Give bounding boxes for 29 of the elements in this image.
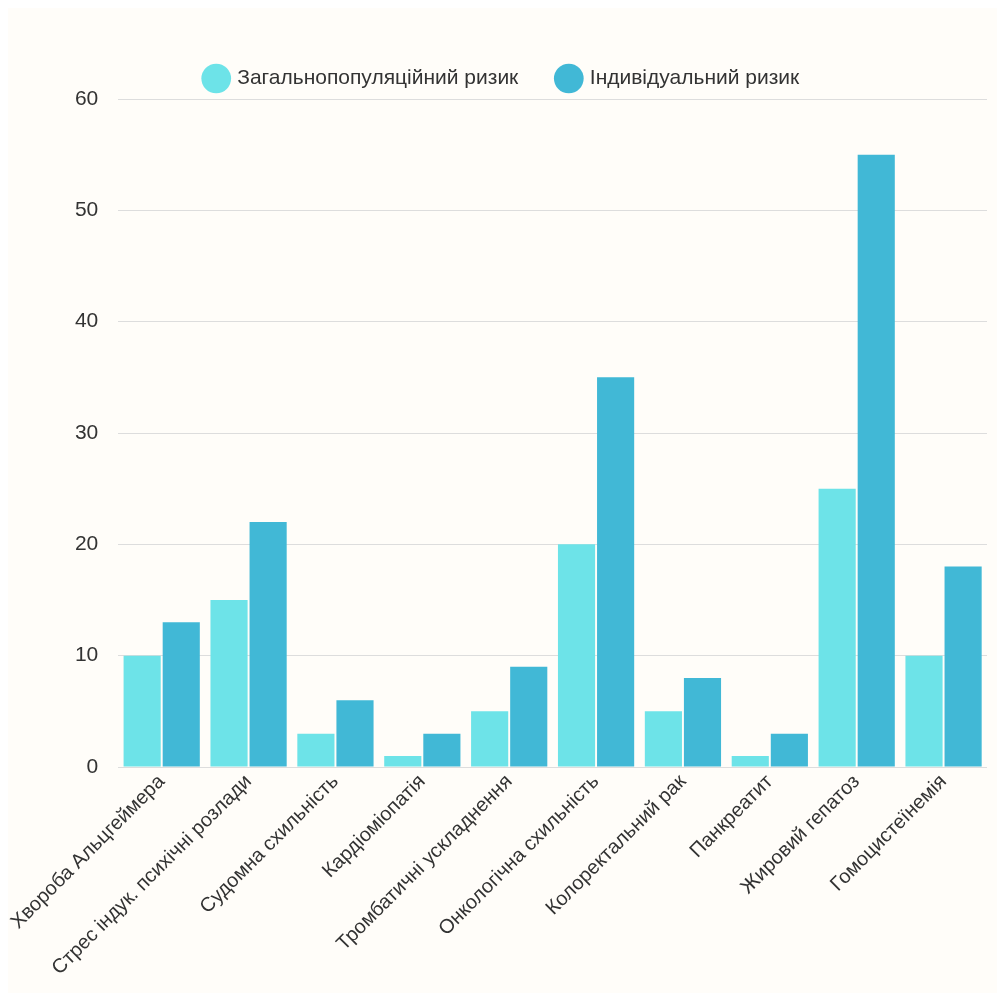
- bar: [297, 733, 335, 767]
- bar: [123, 655, 161, 767]
- bar: [384, 755, 422, 767]
- y-tick-label: 20: [74, 531, 99, 555]
- bar: [944, 566, 982, 767]
- bar: [336, 700, 374, 767]
- y-tick-label: 30: [74, 419, 99, 443]
- legend-label: Загальнопопуляційний ризик: [237, 65, 520, 89]
- bar: [644, 711, 682, 767]
- bar: [557, 544, 596, 767]
- y-tick-label: 10: [74, 642, 99, 666]
- bar: [249, 522, 287, 767]
- y-tick-label: 40: [74, 308, 99, 332]
- y-tick-label: 0: [86, 753, 99, 777]
- bar: [731, 755, 769, 767]
- bar: [423, 733, 461, 767]
- bar: [510, 666, 548, 767]
- bar: [857, 154, 895, 767]
- y-tick-label: 60: [74, 85, 99, 109]
- bar: [210, 600, 248, 767]
- y-tick-label: 50: [74, 197, 99, 221]
- legend-label: Індивідуальний ризик: [589, 65, 801, 89]
- bar: [770, 733, 808, 767]
- bar: [905, 655, 943, 767]
- bar: [818, 488, 856, 767]
- bar: [471, 711, 509, 767]
- bar: [162, 622, 200, 767]
- bar: [597, 377, 635, 767]
- bar: [683, 677, 722, 767]
